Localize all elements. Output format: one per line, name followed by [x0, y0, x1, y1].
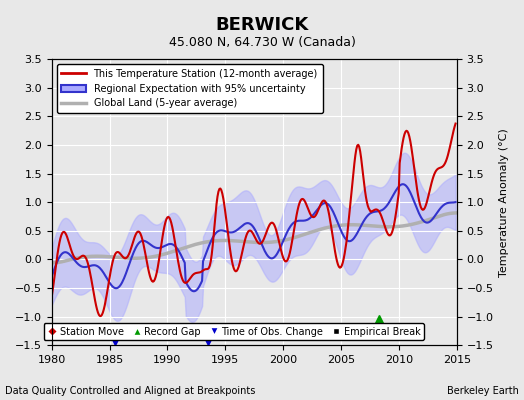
Text: 45.080 N, 64.730 W (Canada): 45.080 N, 64.730 W (Canada) — [169, 36, 355, 49]
Y-axis label: Temperature Anomaly (°C): Temperature Anomaly (°C) — [499, 128, 509, 276]
Text: BERWICK: BERWICK — [215, 16, 309, 34]
Text: Data Quality Controlled and Aligned at Breakpoints: Data Quality Controlled and Aligned at B… — [5, 386, 256, 396]
Text: Berkeley Earth: Berkeley Earth — [447, 386, 519, 396]
Legend: Station Move, Record Gap, Time of Obs. Change, Empirical Break: Station Move, Record Gap, Time of Obs. C… — [43, 323, 424, 340]
